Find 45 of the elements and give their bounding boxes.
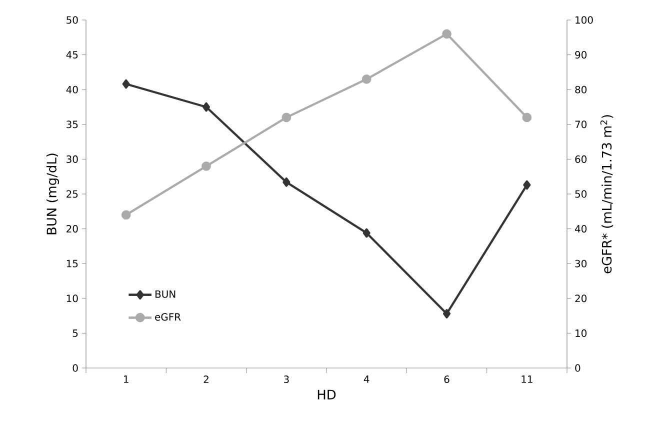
x-tick-label: 2 [204,375,208,383]
point [362,228,370,238]
y-tick-label: 30 [66,155,78,163]
y2-tick-label: 40 [574,225,587,233]
y-tick-label: 40 [66,86,78,94]
point [523,180,531,190]
y2-tick-label: 80 [575,86,587,94]
point [121,210,131,220]
x-tick-label: 3 [284,375,289,384]
y2-tick-label: 70 [575,120,587,128]
y-tick-label: 0 [72,364,78,372]
y2-tick-label: 50 [575,190,587,198]
y-tick-label: 10 [66,294,78,302]
y-tick-label: 20 [66,225,78,233]
point [362,74,372,84]
point [282,112,292,122]
y2-tick-label: 20 [575,294,587,302]
y-axis-title: BUN (mg/dL) [46,154,59,234]
point [202,161,211,171]
y2-tick-label: 60 [575,155,587,163]
y2-tick-label: 10 [576,329,587,337]
y-tick-label: 5 [72,329,78,337]
y2-axis-title: eGFR* (mL/min/1.73 m$^{2}$) [600,115,614,274]
point [522,112,532,122]
y-tick-label: 15 [66,260,78,268]
legend-label: eGFR [155,313,181,321]
point [202,102,210,112]
legend-label: BUN [156,290,176,298]
y-tick-label: 35 [66,120,78,128]
x-tick-label: 4 [364,376,370,383]
point [282,177,290,187]
y-tick-label: 45 [66,51,78,58]
y-tick-label: 25 [66,190,78,198]
x-tick-label: 1 [124,376,128,383]
x-axis-title: HD [318,390,336,400]
point [442,29,452,39]
y2-tick-label: 0 [575,364,580,372]
y2-tick-label: 90 [575,51,587,59]
point [122,79,130,89]
y-tick-label: 50 [66,16,78,24]
point [442,309,451,318]
x-tick-label: 11 [522,376,532,383]
x-tick-label: 6 [444,375,450,384]
y2-tick-label: 100 [576,16,593,24]
y2-tick-label: 30 [575,260,587,268]
